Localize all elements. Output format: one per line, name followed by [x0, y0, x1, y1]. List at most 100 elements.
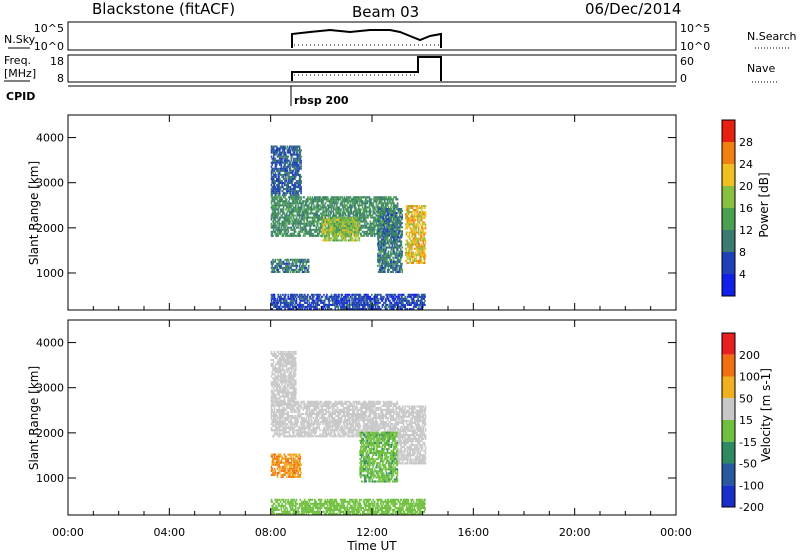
power-echoes-cell — [302, 295, 305, 298]
power-echoes-cell — [333, 206, 335, 209]
power-echoes-cell — [395, 196, 397, 199]
power-echoes-cell — [302, 303, 305, 306]
power-echoes-cell — [298, 155, 301, 158]
freq-tick-top: 18 — [50, 55, 64, 68]
power-echoes-cell — [272, 200, 274, 203]
power-echoes-cell — [300, 196, 302, 199]
power-echoes-cell — [334, 233, 336, 236]
power-echoes-cell — [314, 308, 317, 310]
power-echoes-cell — [280, 295, 283, 298]
power-echoes-cell — [317, 222, 319, 225]
power-echoes-cell — [420, 259, 423, 262]
power-echoes-cell — [300, 188, 302, 191]
power-echoes-cell — [396, 252, 398, 255]
power-echoes-cell — [305, 266, 308, 269]
power-echoes-cell — [279, 155, 281, 158]
power-echoes-cell — [423, 217, 426, 220]
power-echoes-cell — [326, 295, 328, 298]
power-echoes-cell — [272, 216, 275, 219]
power-echoes-cell — [423, 211, 425, 214]
power-echoes-cell — [286, 188, 289, 191]
power-echoes-cell — [282, 192, 285, 195]
power-echoes-cell — [413, 237, 415, 240]
power-echoes-cell — [286, 262, 289, 265]
power-echoes-cell — [413, 227, 415, 230]
colorbar-swatch — [722, 230, 735, 252]
power-echoes-cell — [313, 198, 315, 201]
power-echoes-cell — [382, 240, 384, 243]
power-echoes-cell — [379, 200, 381, 203]
power-echoes-cell — [284, 224, 286, 227]
power-echoes-cell — [332, 218, 334, 221]
power-echoes-cell — [398, 297, 400, 300]
power-echoes-cell — [355, 217, 358, 219]
power-echoes-cell — [377, 218, 380, 221]
power-echoes-cell — [399, 252, 401, 255]
power-echoes-cell — [324, 221, 326, 224]
power-echoes-cell — [388, 305, 391, 308]
power-echoes-cell — [296, 198, 299, 201]
power-echoes-cell — [389, 308, 391, 310]
power-echoes-cell — [316, 212, 318, 215]
power-echoes-cell — [380, 208, 383, 210]
power-echoes-cell — [424, 253, 427, 256]
power-echoes-cell — [339, 210, 342, 213]
power-echoes-cell — [274, 161, 277, 164]
power-echoes-cell — [365, 220, 368, 223]
power-echoes-cell — [301, 271, 304, 273]
power-echoes-cell — [272, 153, 275, 156]
power-echoes-cell — [367, 293, 369, 296]
power-echoes-cell — [406, 295, 409, 298]
power-echoes-cell — [285, 293, 287, 296]
power-echoes-cell — [331, 196, 334, 199]
velocity-echoes-cell — [272, 381, 275, 384]
power-echoes-cell — [272, 167, 275, 170]
power-echoes-cell — [401, 271, 403, 273]
power-echoes-cell — [333, 204, 336, 207]
power-echoes-cell — [291, 180, 294, 182]
power-echoes-cell — [288, 180, 290, 182]
power-echoes-cell — [383, 268, 386, 271]
power-echoes-cell — [358, 305, 361, 308]
power-echoes-cell — [309, 202, 311, 205]
power-echoes-cell — [367, 216, 369, 219]
power-echoes-cell — [396, 303, 399, 306]
power-echoes-cell — [360, 226, 362, 229]
power-echoes-cell — [303, 216, 305, 219]
power-echoes-cell — [288, 214, 291, 217]
power-echoes-cell — [409, 257, 412, 260]
power-echoes-cell — [423, 261, 426, 264]
power-echoes-cell — [272, 155, 275, 158]
power-echoes-cell — [374, 206, 376, 209]
power-echoes-cell — [281, 151, 283, 154]
power-echoes-cell — [352, 308, 354, 310]
power-echoes-cell — [368, 230, 371, 233]
nave-label: Nave — [747, 62, 775, 75]
power-echoes-cell — [274, 222, 277, 225]
power-echoes-cell — [393, 299, 396, 302]
power-echoes-cell — [399, 230, 402, 233]
power-echoes-cell — [390, 210, 393, 212]
power-echoes-cell — [335, 232, 337, 235]
power-echoes-cell — [285, 153, 287, 156]
power-echoes-cell — [282, 268, 284, 271]
power-echoes-cell — [345, 210, 348, 213]
power-echoes-cell — [326, 210, 328, 213]
power-echoes-cell — [399, 301, 402, 304]
power-echoes-cell — [314, 208, 316, 211]
power-echoes-cell — [371, 232, 373, 235]
power-echoes-cell — [320, 297, 322, 300]
power-echoes-cell — [390, 305, 392, 308]
power-echoes-cell — [396, 204, 399, 207]
power-echoes-cell — [416, 241, 418, 244]
power-echoes-cell — [293, 232, 296, 235]
power-echoes-cell — [379, 301, 381, 304]
power-echoes-cell — [357, 210, 359, 213]
power-echoes-cell — [347, 229, 349, 232]
power-echoes-cell — [341, 293, 343, 296]
power-echoes-cell — [294, 214, 296, 217]
power-echoes-cell — [396, 250, 398, 253]
power-echoes-cell — [288, 190, 290, 193]
power-echoes-cell — [301, 204, 303, 207]
power-echoes-cell — [282, 149, 284, 152]
